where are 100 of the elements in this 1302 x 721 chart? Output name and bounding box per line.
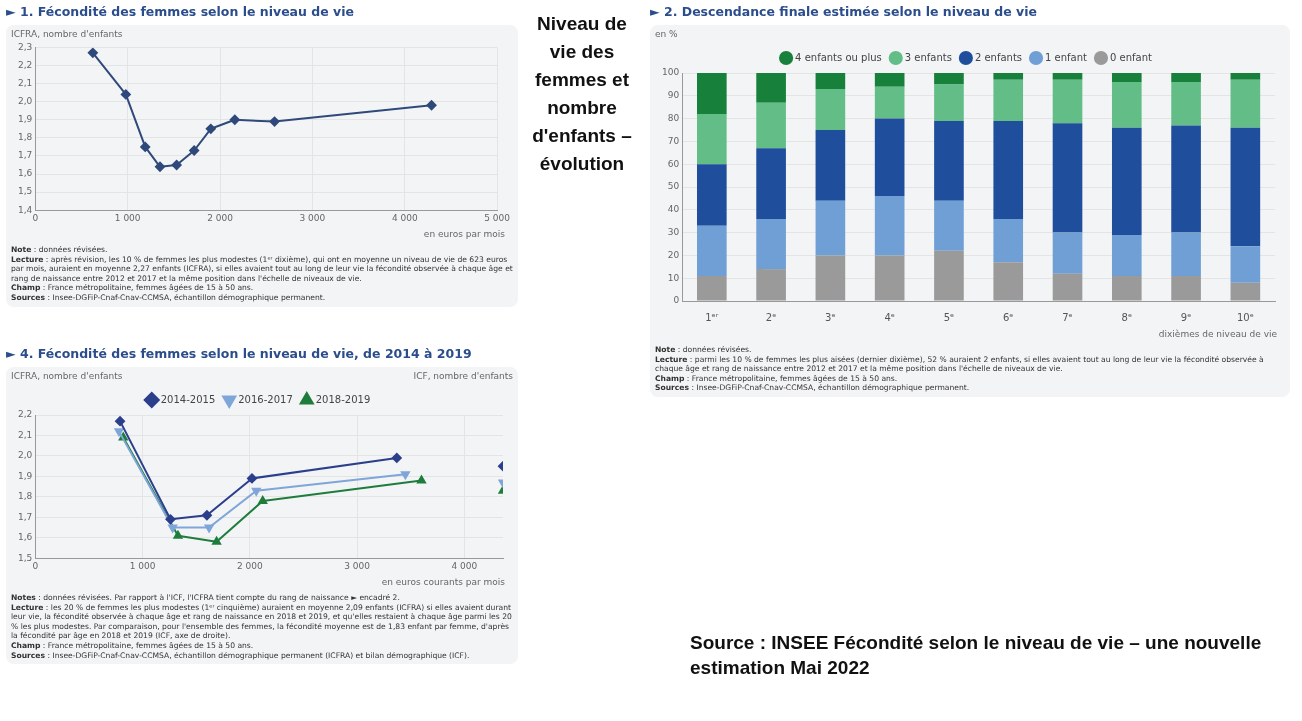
bar (934, 73, 964, 85)
y-tick-label: 2,0 (17, 450, 33, 461)
x-tick-label: 6ᵉ (1002, 311, 1014, 323)
bar (1171, 232, 1201, 276)
y-tick-label: 0 (673, 295, 680, 306)
y-tick-label: 1,9 (17, 114, 33, 125)
y-tick-label: 80 (667, 112, 680, 123)
bar (1230, 246, 1261, 283)
legend-label: 1 enfant (1045, 51, 1088, 63)
bar (1052, 123, 1083, 233)
bar (697, 114, 727, 165)
x-tick-label: 3ᵉ (825, 311, 836, 323)
x-tick-label: 1 000 (114, 212, 141, 223)
point (201, 510, 212, 521)
y-tick-label: 1,8 (17, 132, 33, 143)
point (115, 416, 126, 427)
legend-label: 4 enfants ou plus (795, 51, 882, 63)
y-tick-label: 10 (667, 272, 680, 283)
y-tick-label: 1,7 (17, 150, 33, 161)
bar (1111, 234, 1142, 276)
bar (1111, 127, 1142, 235)
bar (697, 73, 727, 115)
x-tick-label: 3 000 (299, 212, 326, 223)
bar (874, 86, 905, 119)
bar (815, 88, 846, 130)
y-tick-label: 2,1 (17, 429, 33, 440)
point (258, 495, 268, 504)
point (87, 47, 98, 58)
point (165, 514, 176, 525)
bar (756, 218, 786, 270)
bar (1171, 82, 1201, 126)
x-tick-label: 7ᵉ (1062, 311, 1073, 323)
point (391, 452, 402, 463)
bar (993, 120, 1024, 219)
bar (815, 200, 846, 256)
chart-title: ► 2. Descendance finale estimée selon le niveau de vie (650, 4, 1038, 19)
y-tick-label: 1,9 (17, 470, 33, 481)
chart-title: ► 1. Fécondité des femmes selon le niveau de vie (6, 4, 355, 19)
y-tick-label: 30 (667, 226, 680, 237)
point (251, 487, 261, 496)
y-tick-label: 2,1 (17, 77, 33, 88)
legend-label: 3 enfants (904, 51, 952, 63)
y-tick-label: 1,7 (17, 511, 33, 522)
x-tick-label: 2ᵉ (765, 311, 777, 323)
point (212, 536, 222, 545)
x-axis-title: en euros par mois (422, 229, 506, 239)
bar (934, 120, 964, 201)
bar (1230, 73, 1261, 80)
point (173, 530, 183, 539)
y-tick-label: 1,4 (17, 204, 33, 215)
x-tick-label: 5ᵉ (943, 311, 955, 323)
point (269, 116, 280, 127)
x-tick-label: 4 000 (391, 212, 418, 223)
bar (697, 225, 727, 276)
legend-label: 2 enfants (974, 51, 1023, 63)
x-tick-label: 10ᵉ (1236, 311, 1254, 323)
point (426, 100, 437, 111)
y-tick-label: 1,6 (17, 532, 33, 543)
x-axis-title: en euros courants par mois (380, 577, 506, 587)
x-tick-label: 2 000 (236, 560, 263, 571)
x-tick-label: 4ᵉ (884, 311, 895, 323)
y-tick-label: 2,3 (17, 41, 33, 52)
y-tick-label: 1,5 (17, 186, 33, 197)
bar (1171, 125, 1201, 233)
y-axis-title: en % (655, 29, 678, 39)
bar (934, 200, 964, 251)
x-axis-title: dixièmes de niveau de vie (1157, 329, 1278, 339)
point (155, 161, 165, 172)
y-tick-label: 50 (667, 181, 680, 192)
bar (1230, 79, 1261, 128)
point (229, 114, 240, 125)
point (205, 123, 216, 134)
y-tick-label: 1,6 (17, 168, 33, 179)
y-tick-label: 1,8 (17, 491, 33, 502)
y-tick-label: 20 (667, 249, 680, 260)
x-tick-label: 5 000 (484, 212, 511, 223)
y-tick-label: 70 (667, 135, 680, 146)
y-tick-label: 2,2 (17, 409, 33, 420)
y-axis-title: ICFRA, nombre d'enfants (11, 371, 123, 381)
point (140, 141, 151, 152)
x-tick-label: 8ᵉ (1121, 311, 1133, 323)
point (114, 428, 124, 437)
y-tick-label: 100 (661, 67, 680, 78)
x-tick-label: 9ᵉ (1180, 311, 1192, 323)
bar (697, 164, 727, 226)
point (120, 89, 131, 100)
point (417, 475, 426, 484)
source-note: Source : INSEE Fécondité selon le niveau de vie – une nouvelle estimation Mai 2022 (690, 631, 1263, 680)
bar (1111, 82, 1142, 128)
legend-label: 2018-2019 (315, 393, 371, 405)
chart-title: ► 4. Fécondité des femmes selon le niveau de vie, de 2014 à 2019 (6, 346, 473, 361)
bar (934, 84, 964, 121)
x-tick-label: 4 000 (451, 560, 478, 571)
point (400, 471, 410, 480)
bar (1171, 73, 1201, 83)
bar (993, 218, 1024, 263)
y-tick-label: 40 (667, 204, 680, 215)
legend-label: 2016-2017 (238, 393, 293, 405)
bar (874, 73, 905, 87)
x-tick-label: 1ᵉʳ (705, 311, 719, 323)
